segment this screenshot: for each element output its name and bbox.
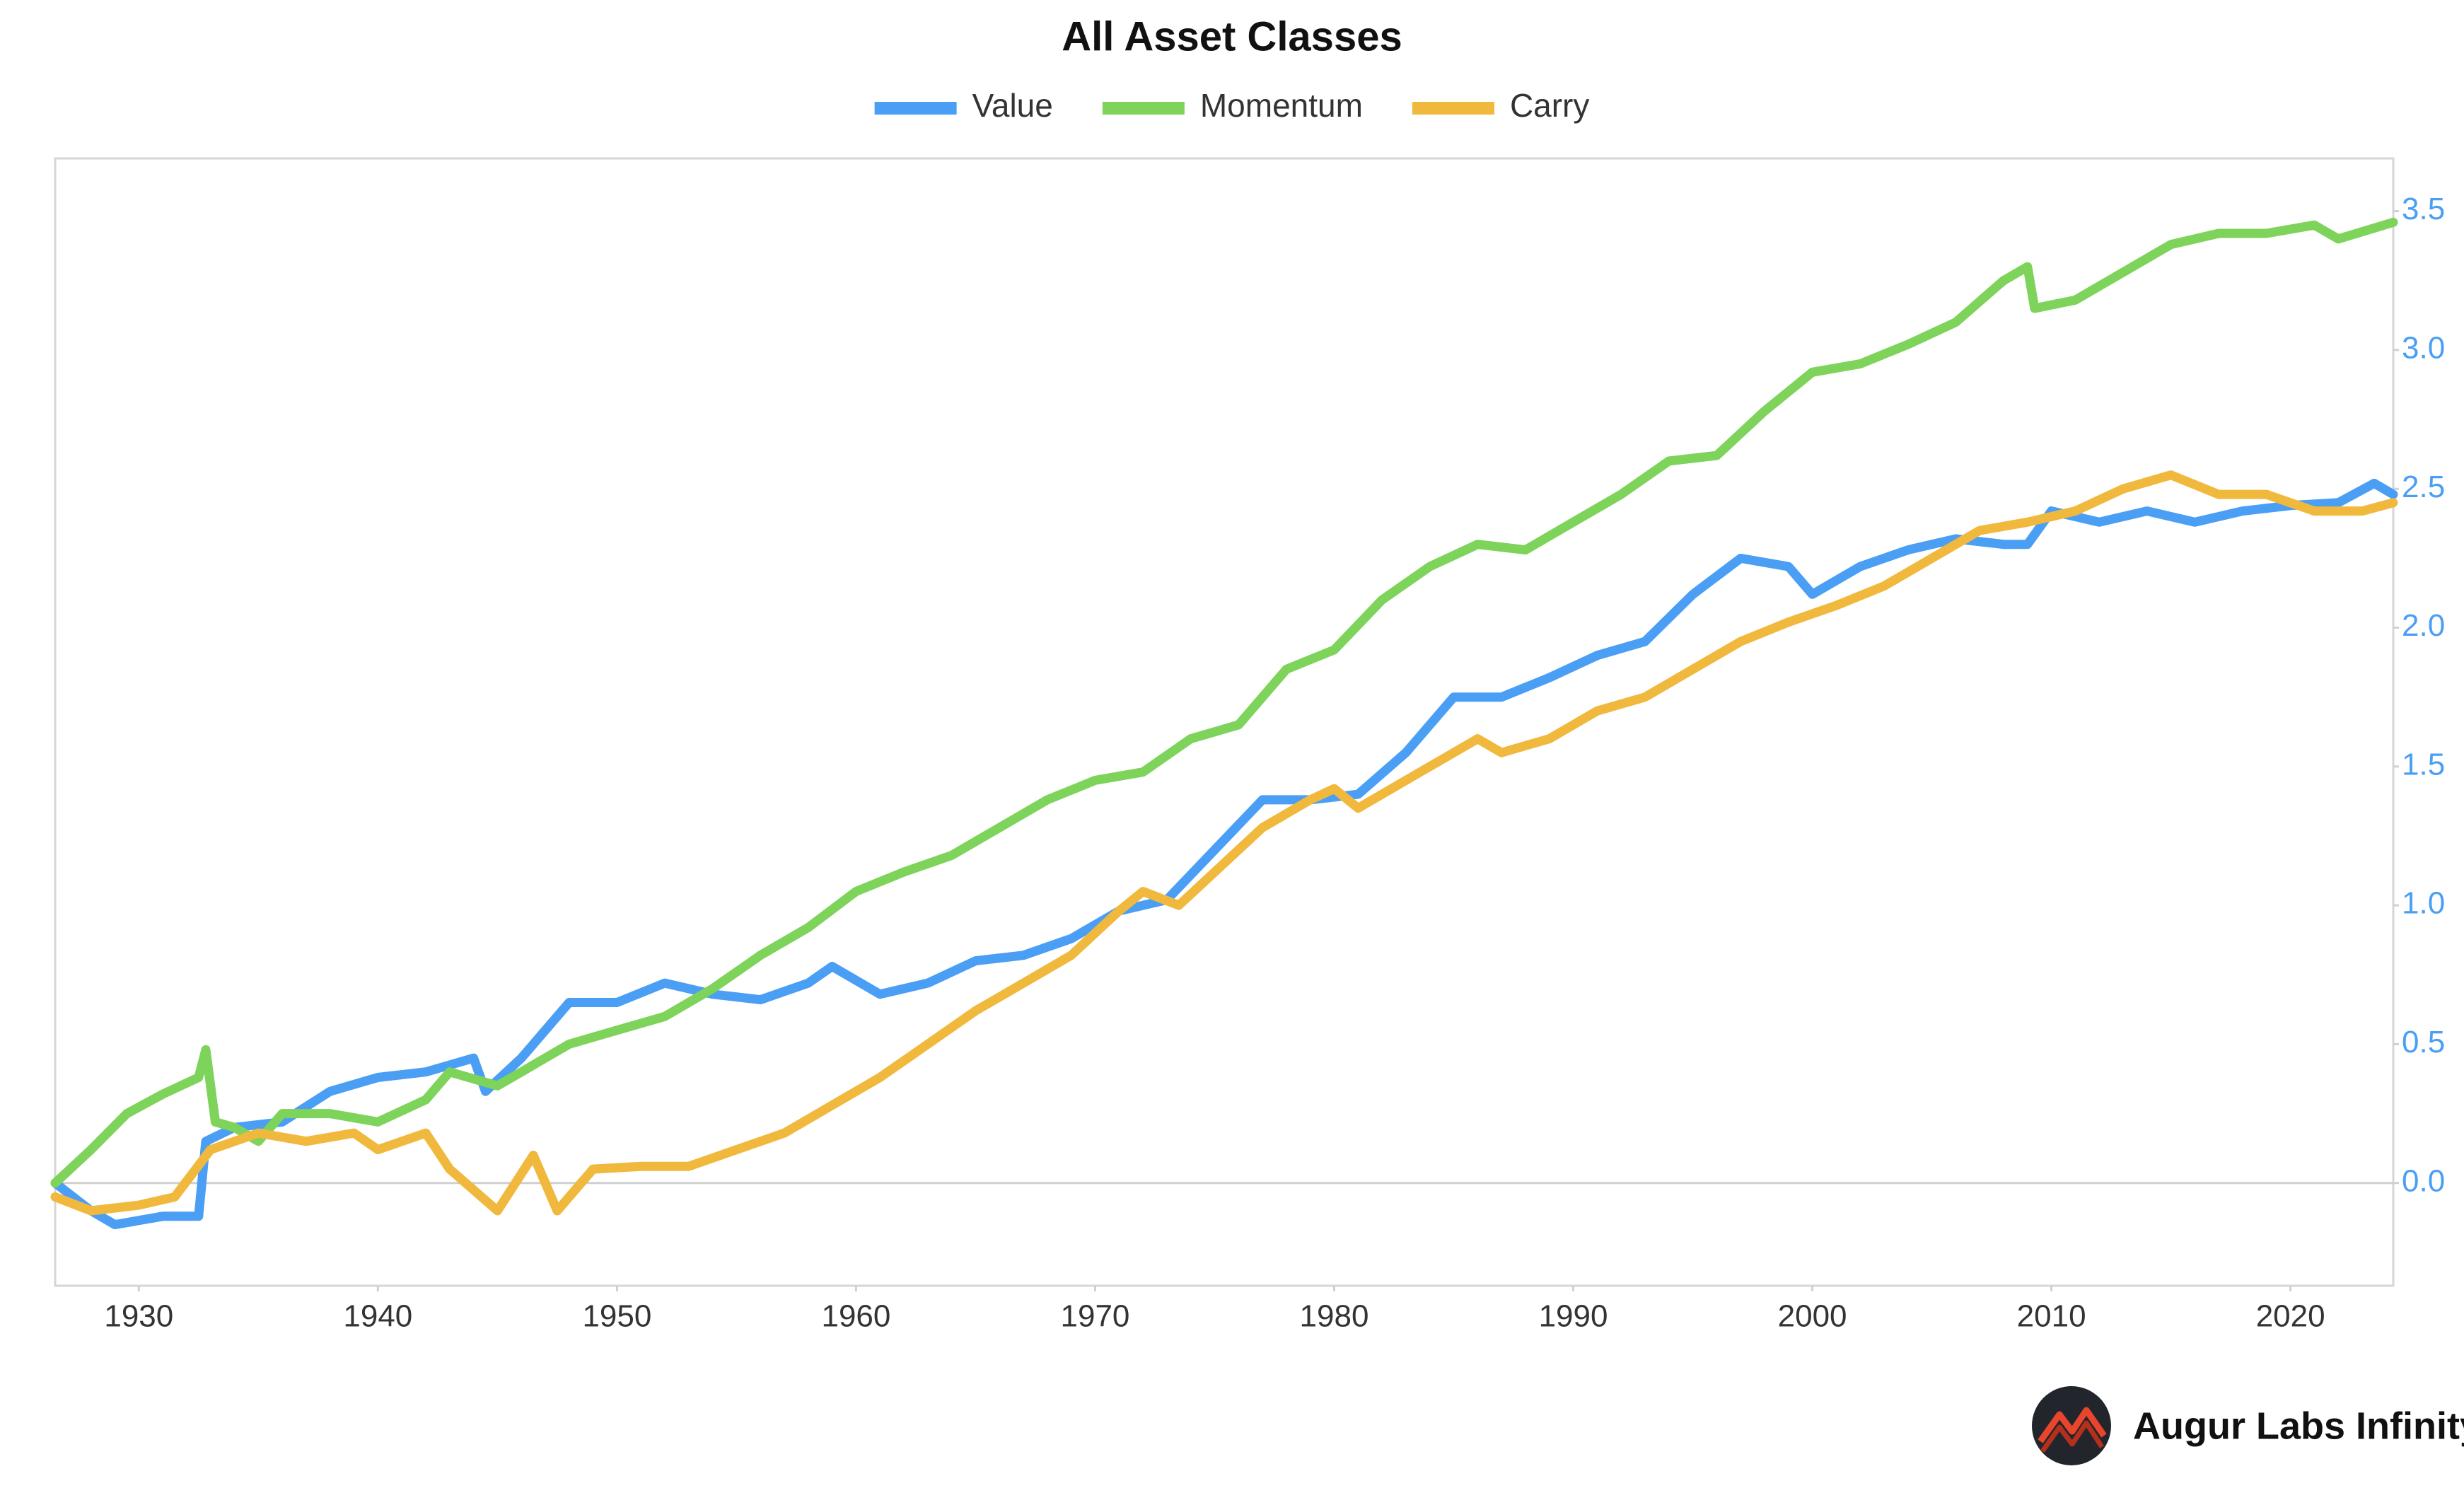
y-tick-label: 2.5 xyxy=(2402,470,2445,504)
logo-mark xyxy=(2040,1420,2104,1453)
logo-mark xyxy=(2038,1407,2107,1443)
x-tick-label: 1930 xyxy=(104,1299,173,1334)
series-line xyxy=(50,217,2398,1188)
x-tick-label: 1990 xyxy=(1539,1299,1608,1334)
x-tick-label: 1960 xyxy=(821,1299,890,1334)
legend: Value Momentum Carry xyxy=(874,87,1589,124)
legend-label: Momentum xyxy=(1200,87,1363,124)
brand-name: Augur Labs Infinity xyxy=(2133,1405,2464,1447)
series-line xyxy=(50,470,2398,1216)
y-tick-label: 3.0 xyxy=(2402,331,2445,366)
x-tick-label: 2010 xyxy=(2017,1299,2086,1334)
chart-title: All Asset Classes xyxy=(1062,13,1402,59)
y-tick-label: 3.5 xyxy=(2402,192,2445,226)
y-tick-label: 0.5 xyxy=(2402,1025,2445,1059)
y-tick-label: 1.0 xyxy=(2402,886,2445,921)
y-tick-label: 1.5 xyxy=(2402,747,2445,781)
y-tick-label: 0.0 xyxy=(2402,1163,2445,1198)
x-tick-label: 2020 xyxy=(2256,1299,2325,1334)
x-tick-label: 1940 xyxy=(343,1299,412,1334)
x-tick-label: 1970 xyxy=(1061,1299,1130,1334)
series-line xyxy=(50,478,2398,1230)
legend-label: Value xyxy=(972,87,1053,124)
x-tick-label: 2000 xyxy=(1778,1299,1847,1334)
y-tick-label: 2.0 xyxy=(2402,608,2445,643)
x-tick-label: 1980 xyxy=(1300,1299,1369,1334)
legend-label: Carry xyxy=(1510,87,1589,124)
x-tick-label: 1950 xyxy=(582,1299,651,1334)
brand-logo xyxy=(2032,1386,2111,1465)
plot-frame xyxy=(54,157,2395,1287)
